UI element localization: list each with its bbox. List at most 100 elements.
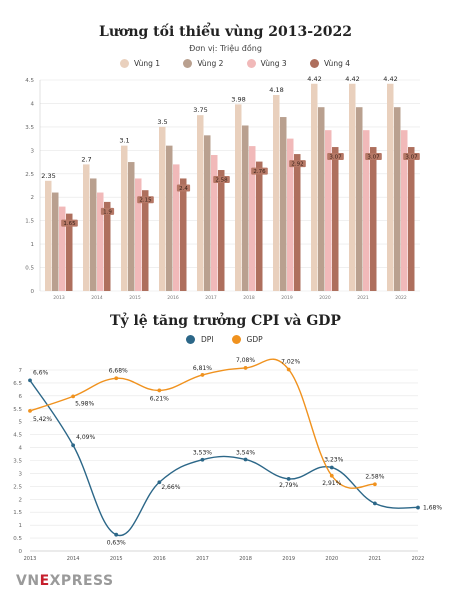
- bar-4: [256, 161, 263, 291]
- bar-1: [197, 115, 204, 292]
- line-data-label: 5,98%: [75, 400, 94, 407]
- bar-data-label-bg: [289, 160, 306, 168]
- bar-3: [59, 206, 66, 291]
- line-data-label: 6,6%: [33, 369, 49, 376]
- bar-data-label: 4.42: [345, 75, 359, 83]
- line-point-gdp: [71, 394, 76, 399]
- line-data-label: 3,54%: [236, 449, 255, 456]
- line-ytick-label: 0: [19, 549, 23, 555]
- bar-ytick-label: 0.5: [25, 266, 34, 272]
- line-data-label: 1,68%: [423, 505, 442, 512]
- line-point-gdp: [200, 373, 205, 377]
- line-chart-title: Tỷ lệ tăng trưởng CPI và GDP: [110, 313, 341, 329]
- bar-data-label: 3.98: [231, 95, 245, 103]
- bar-data-label: 2.4: [179, 186, 188, 192]
- bar-xtick-label: 2017: [205, 295, 217, 301]
- line-ytick-label: 2.5: [13, 484, 22, 490]
- bar-data-label: 2.92: [291, 162, 303, 168]
- line-xtick-label: 2020: [325, 556, 338, 562]
- bar-data-label: 2.15: [139, 198, 152, 204]
- bar-1: [273, 95, 280, 291]
- line-xtick-label: 2013: [24, 556, 37, 562]
- line-legend-label: DPI: [201, 335, 214, 344]
- bar-data-label-bg: [365, 153, 382, 161]
- line-data-label: 3,23%: [324, 456, 343, 463]
- bar-chart: 0 0.5 1 1.5 2 2.5 3 3.5 4 4.5 2.35 1.65 2013 2.7 1.9 20…: [25, 75, 420, 301]
- line-data-label: 7,02%: [281, 358, 300, 365]
- line-point-gdp: [329, 473, 334, 478]
- bar-legend-swatch: [309, 59, 319, 68]
- line-data-label: 4,09%: [76, 434, 95, 441]
- line-point-gdp: [114, 376, 119, 381]
- bar-3: [173, 164, 180, 291]
- bar-data-label: 3.75: [193, 106, 207, 114]
- line-ytick-label: 6.5: [13, 381, 22, 387]
- line-point-dpi: [71, 443, 76, 448]
- line-ytick-label: 4.5: [13, 433, 22, 439]
- line-series-dpi: [29, 379, 419, 537]
- bar-data-label: 3.07: [367, 155, 380, 161]
- bar-data-label: 2.7: [81, 155, 91, 163]
- bar-legend-swatch: [120, 59, 129, 68]
- line-point-dpi: [416, 505, 420, 510]
- bar-1: [121, 145, 128, 291]
- bar-4: [104, 201, 111, 291]
- line-point-gdp: [157, 388, 162, 393]
- line-ytick-label: 5.5: [13, 407, 22, 413]
- bar-data-label: 2.58: [215, 178, 228, 184]
- line-point-dpi: [200, 457, 205, 462]
- line-data-label: 0,63%: [107, 540, 126, 547]
- line-xtick-label: 2021: [369, 556, 382, 562]
- bar-ytick-label: 1.5: [25, 219, 34, 225]
- bar-chart-subtitle: Đơn vị: Triệu đồng: [189, 44, 262, 53]
- bar-4: [408, 147, 415, 291]
- bar-legend-swatch: [183, 59, 193, 68]
- bar-xtick-label: 2014: [91, 295, 103, 301]
- bar-3: [287, 138, 294, 291]
- bar-3: [97, 192, 104, 291]
- line-xtick-label: 2016: [153, 556, 166, 562]
- bar-3: [363, 130, 370, 291]
- line-legend-item: DPI: [186, 335, 214, 344]
- line-data-label: 6,81%: [193, 365, 212, 372]
- line-point-dpi: [114, 532, 119, 537]
- bar-data-label-bg: [327, 153, 344, 161]
- line-point-gdp: [372, 482, 377, 487]
- bar-2: [90, 178, 97, 291]
- bar-legend-label: Vùng 2: [197, 59, 224, 68]
- bar-xtick-label: 2013: [53, 295, 65, 301]
- bar-4: [180, 178, 187, 291]
- bar-xtick-label: 2015: [129, 295, 141, 301]
- bar-4: [370, 147, 377, 291]
- line-ytick-label: 6: [19, 394, 23, 400]
- bar-legend-label: Vùng 1: [134, 59, 161, 68]
- bar-data-label: 4.18: [269, 86, 283, 94]
- bar-legend-item: Vùng 3: [246, 59, 287, 68]
- line-xtick-label: 2015: [110, 556, 123, 562]
- line-ytick-label: 3: [19, 471, 23, 477]
- bar-4: [332, 147, 339, 291]
- line-ytick-label: 1: [19, 523, 23, 529]
- line-ytick-label: 4: [19, 446, 23, 452]
- line-point-dpi: [243, 457, 248, 462]
- line-xtick-label: 2022: [412, 556, 425, 562]
- bar-2: [166, 145, 173, 291]
- bar-legend-item: Vùng 4: [309, 59, 350, 68]
- bar-data-label-bg: [403, 153, 420, 161]
- line-data-label: 5,42%: [33, 416, 52, 423]
- line-point-dpi: [286, 476, 291, 481]
- bar-xtick-label: 2019: [281, 295, 293, 301]
- bar-xtick-label: 2016: [167, 295, 179, 301]
- bar-data-label: 3.5: [157, 118, 167, 126]
- bar-3: [211, 155, 218, 291]
- bar-chart-legend: Vùng 1 Vùng 2 Vùng 3 Vùng 4: [120, 59, 350, 68]
- bar-4: [142, 190, 149, 291]
- bar-1: [235, 104, 242, 291]
- bar-ytick-label: 3: [31, 148, 35, 154]
- bar-data-label: 3.1: [119, 137, 129, 145]
- line-data-label: 2,58%: [365, 473, 384, 480]
- bar-3: [401, 130, 408, 291]
- line-point-dpi: [372, 501, 377, 506]
- bar-data-label: 2.35: [41, 172, 55, 180]
- bar-data-label: 3.07: [405, 155, 418, 161]
